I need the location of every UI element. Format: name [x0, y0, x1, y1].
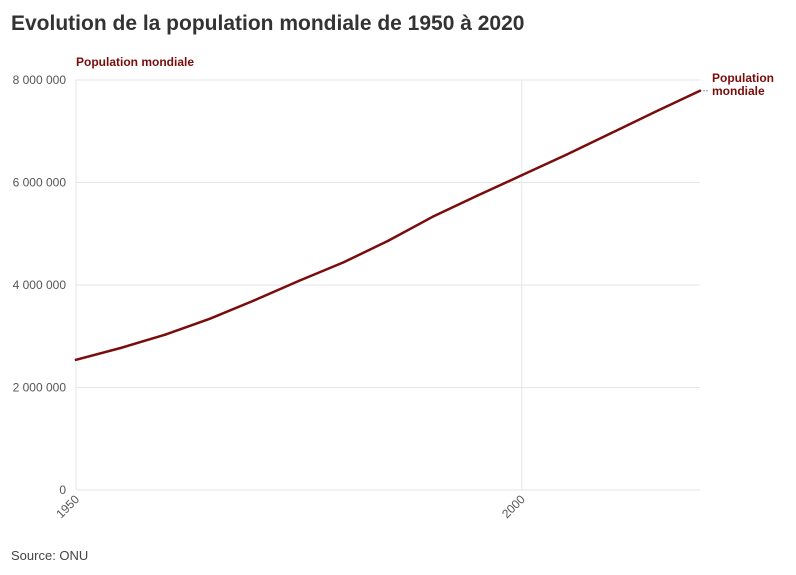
x-tick-label: 2000: [499, 492, 528, 521]
y-tick-label: 0: [59, 483, 66, 497]
data-point: [74, 358, 78, 362]
y-tick-label: 4 000 000: [13, 278, 67, 292]
data-point: [163, 333, 167, 336]
series-label: Population: [712, 71, 774, 85]
data-point: [431, 215, 434, 219]
data-point: [654, 110, 657, 113]
data-point: [520, 174, 523, 177]
x-tick-label: 1950: [53, 492, 82, 521]
data-point: [297, 279, 301, 283]
data-point: [342, 261, 345, 264]
y-tick-label: 8 000 000: [13, 73, 67, 87]
y-tick-label: 6 000 000: [13, 176, 67, 190]
gridlines: [75, 79, 700, 491]
data-point: [609, 132, 613, 135]
y-axis-title: Population mondiale: [76, 55, 195, 69]
y-axis-ticks: 0 2 000 000 4 000 000 6 000 000 8 000 000: [13, 73, 67, 497]
series-lines: [74, 89, 702, 362]
data-point: [119, 346, 122, 350]
data-point: [386, 239, 390, 243]
data-point: [253, 299, 256, 302]
data-point: [475, 194, 479, 198]
data-point: [698, 89, 702, 92]
source-note: Source: ONU: [11, 548, 89, 563]
x-axis-ticks: 1950 2000: [53, 492, 528, 521]
series-label: mondiale: [712, 84, 765, 98]
series-line: [74, 89, 702, 362]
data-point: [565, 153, 568, 157]
chart-title: Evolution de la population mondiale de 1…: [11, 12, 525, 35]
data-point: [208, 317, 211, 321]
y-tick-label: 2 000 000: [13, 381, 67, 395]
